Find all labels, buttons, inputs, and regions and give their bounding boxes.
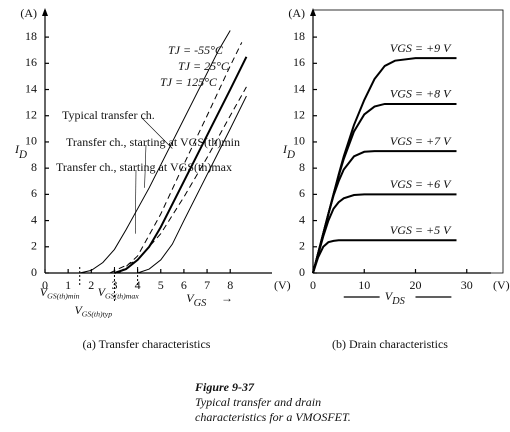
label-sub: D — [18, 149, 27, 161]
label-main: V — [385, 289, 394, 303]
sub-label: VGS(th)max — [98, 285, 140, 301]
y-tick-label: 16 — [25, 55, 37, 69]
annotation: TJ = 25°C — [178, 59, 230, 73]
series-line — [79, 30, 231, 274]
y-tick-label: 8 — [31, 160, 37, 174]
label-sub: GS(th)typ — [82, 309, 112, 318]
figure-label: Figure 9-37 — [194, 380, 255, 394]
x-tick-label: 10 — [358, 278, 370, 292]
series-line — [137, 95, 247, 274]
series-label: TJ = 125°C — [160, 75, 218, 89]
y-tick-label: 10 — [293, 134, 305, 148]
caption-line: characteristics for a VMOSFET. — [195, 410, 351, 424]
series-label: Transfer ch., starting at VGS(th)max — [56, 160, 232, 174]
y-tick-label: 12 — [25, 107, 37, 121]
label-main: V — [74, 303, 83, 317]
x-tick-label: 7 — [204, 278, 210, 292]
series-label: VGS = +6 V — [390, 177, 452, 191]
y-tick-label: 6 — [299, 186, 305, 200]
series-line — [312, 150, 457, 274]
x-tick-label: 20 — [410, 278, 422, 292]
y-tick-label: 0 — [31, 265, 37, 279]
chart-subtitle: (a) Transfer characteristics — [83, 337, 211, 351]
sub-label: ID — [282, 142, 295, 161]
sub-label: VDS — [385, 289, 406, 307]
y-tick-label: 12 — [293, 107, 305, 121]
label-sub: GS(th)max — [105, 291, 139, 300]
label-main: I — [14, 142, 20, 156]
y-tick-label: 18 — [293, 29, 305, 43]
x-tick-label: 8 — [227, 278, 233, 292]
series-line — [109, 86, 247, 274]
series-label: VGS = +7 V — [390, 134, 452, 148]
series-line — [312, 239, 457, 274]
x-tick-label: 1 — [65, 278, 71, 292]
label-sub: GS(th)min — [47, 291, 80, 300]
series-label: VGS = +9 V — [390, 41, 452, 55]
leader-line — [144, 144, 147, 188]
series-label: Transfer ch., starting at VGS(th)min — [66, 135, 240, 149]
y-tick-label: 16 — [293, 55, 305, 69]
y-unit: (A) — [288, 6, 305, 20]
x-tick-label: 0 — [310, 278, 316, 292]
series-label: VGS = +5 V — [390, 223, 452, 237]
y-tick-label: 8 — [299, 160, 305, 174]
sub-label: VGS — [186, 291, 207, 309]
y-unit: (A) — [20, 6, 37, 20]
y-tick-label: 14 — [293, 81, 305, 95]
sub-label: ID — [14, 142, 27, 161]
leader-line — [134, 169, 137, 234]
series-line — [312, 193, 457, 274]
sub-label: VGS(th)min — [40, 285, 80, 301]
caption-line: Typical transfer and drain — [195, 395, 321, 409]
y-tick-label: 2 — [299, 239, 305, 253]
x-tick-label: 0 — [42, 278, 48, 292]
series-label: Typical transfer ch. — [62, 108, 155, 122]
label-main: V — [186, 291, 195, 305]
y-tick-label: 2 — [31, 239, 37, 253]
x-tick-label: 30 — [461, 278, 473, 292]
label-sub: D — [286, 149, 295, 161]
x-tick-label: 6 — [181, 278, 187, 292]
x-tick-label: 2 — [88, 278, 94, 292]
y-tick-label: 10 — [25, 134, 37, 148]
y-tick-label: 4 — [299, 212, 305, 226]
label-sub: GS — [194, 298, 208, 309]
axis-arrow: → — [221, 291, 233, 305]
series-label: VGS = +8 V — [390, 87, 452, 101]
y-tick-label: 0 — [299, 265, 305, 279]
series-line — [114, 56, 248, 274]
x-unit: (V) — [274, 278, 291, 292]
label-main: I — [282, 142, 288, 156]
sub-label: VGS(th)typ — [74, 303, 112, 319]
y-tick-label: 18 — [25, 29, 37, 43]
y-tick-label: 14 — [25, 81, 37, 95]
axis-arrow — [42, 8, 48, 16]
series-line — [118, 42, 243, 274]
x-unit: (V) — [493, 278, 510, 292]
chart-subtitle: (b) Drain characteristics — [332, 337, 448, 351]
x-tick-label: 5 — [158, 278, 164, 292]
y-tick-label: 4 — [31, 212, 37, 226]
y-tick-label: 6 — [31, 186, 37, 200]
label-main: V — [98, 285, 107, 299]
label-main: V — [40, 285, 49, 299]
leader-line — [141, 117, 173, 149]
label-sub: DS — [391, 296, 406, 307]
series-label: TJ = -55°C — [168, 43, 224, 57]
plot-frame — [312, 9, 504, 274]
